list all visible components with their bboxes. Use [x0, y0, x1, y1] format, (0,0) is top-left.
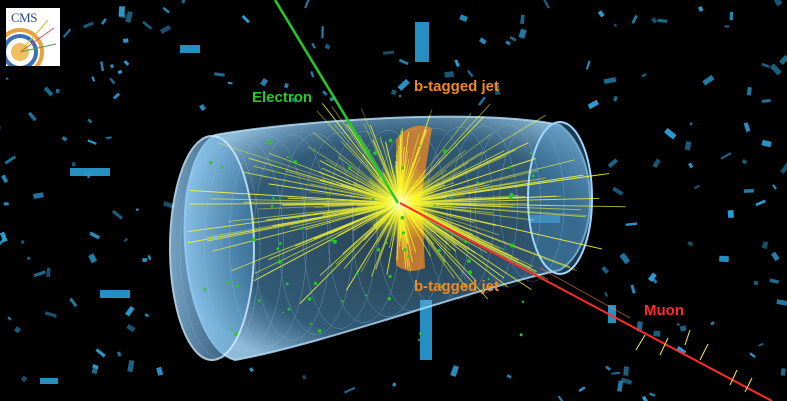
bjet-bottom-label: b-tagged jet: [414, 278, 499, 295]
cms-logo: CMS: [6, 8, 60, 66]
electron-track: [273, 0, 400, 204]
bjet-top-label: b-tagged jet: [414, 78, 499, 95]
muon-track: [399, 202, 773, 401]
muon-chamber-hits: [635, 329, 753, 393]
cms-logo-text: CMS: [11, 10, 37, 25]
electron-label: Electron: [252, 89, 313, 106]
muon-label: Muon: [644, 302, 684, 319]
green-hits: [203, 138, 535, 341]
